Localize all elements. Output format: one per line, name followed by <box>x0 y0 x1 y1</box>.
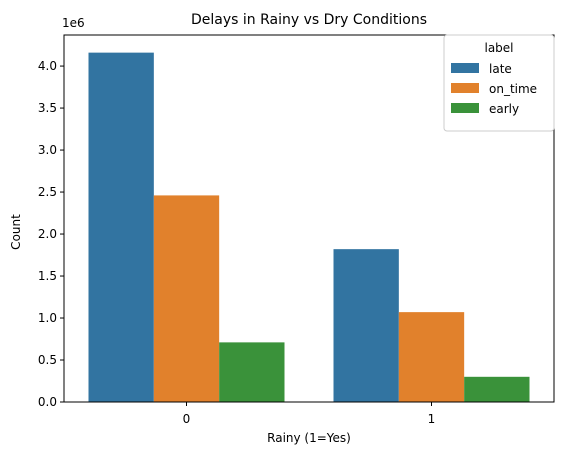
bar-on_time-0 <box>154 195 219 402</box>
legend-label-on_time: on_time <box>489 82 537 96</box>
y-tick-label: 2.5 <box>38 185 57 199</box>
x-tick-label: 1 <box>428 412 436 426</box>
legend-title: label <box>484 41 513 55</box>
chart-title: Delays in Rainy vs Dry Conditions <box>191 12 427 28</box>
y-tick-label: 0.0 <box>38 395 57 409</box>
x-tick-label: 0 <box>183 412 191 426</box>
y-axis-label: Count <box>9 214 23 250</box>
y-tick-label: 0.5 <box>38 353 57 367</box>
bar-late-1 <box>334 249 399 402</box>
bar-early-0 <box>219 342 284 402</box>
legend-swatch-early <box>451 103 479 113</box>
x-axis-label: Rainy (1=Yes) <box>267 431 351 445</box>
bar-early-1 <box>464 377 529 402</box>
y-tick-label: 2.0 <box>38 227 57 241</box>
legend-label-early: early <box>489 102 519 116</box>
bar-on_time-1 <box>399 312 464 402</box>
legend-swatch-late <box>451 63 479 73</box>
y-axis-offset-label: 1e6 <box>62 16 85 30</box>
y-tick-label: 3.0 <box>38 143 57 157</box>
bar-late-0 <box>89 53 154 402</box>
y-tick-label: 3.5 <box>38 101 57 115</box>
y-axis: 0.0 0.5 1.0 1.5 2.0 2.5 3.0 3.5 4.0 <box>38 59 64 409</box>
y-tick-label: 4.0 <box>38 59 57 73</box>
y-tick-label: 1.0 <box>38 311 57 325</box>
y-tick-label: 1.5 <box>38 269 57 283</box>
legend-label-late: late <box>489 62 512 76</box>
legend-swatch-on_time <box>451 83 479 93</box>
